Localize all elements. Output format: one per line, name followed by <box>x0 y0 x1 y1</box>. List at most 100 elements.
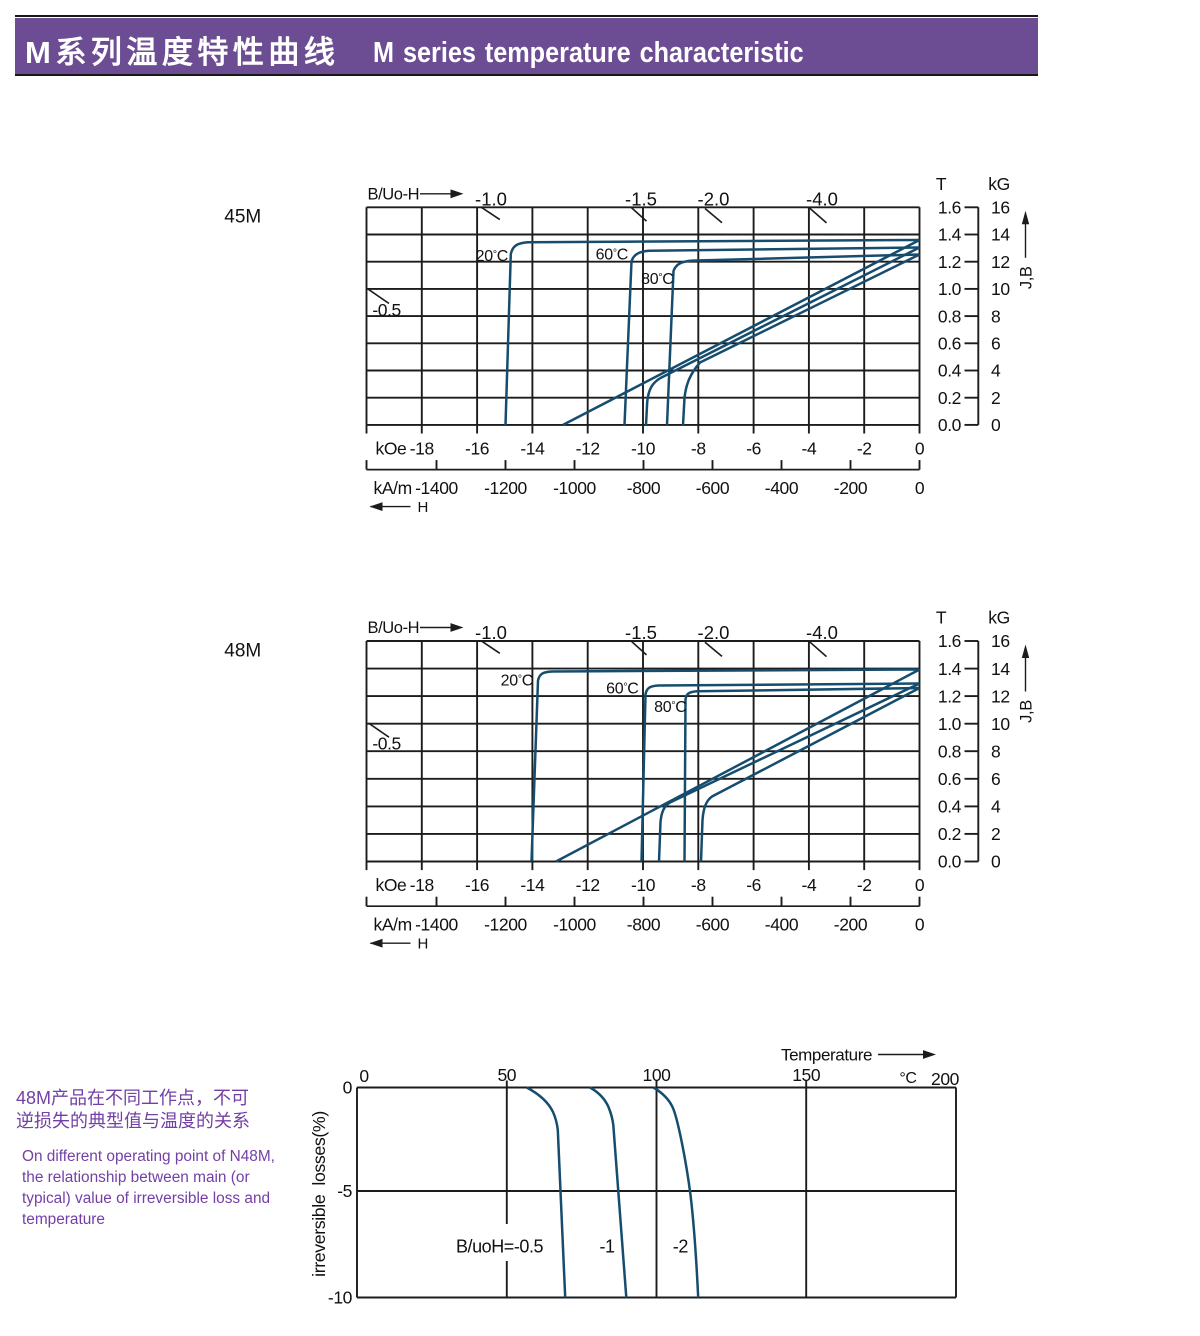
svg-text:-2: -2 <box>857 439 872 459</box>
svg-text:-1000: -1000 <box>553 914 596 934</box>
svg-text:0.4: 0.4 <box>938 361 962 381</box>
svg-text:-12: -12 <box>576 439 600 459</box>
svg-text:-1200: -1200 <box>484 914 527 934</box>
svg-text:0: 0 <box>915 478 925 498</box>
svg-text:6: 6 <box>991 769 1000 789</box>
svg-text:0.6: 0.6 <box>938 769 961 789</box>
svg-text:0.6: 0.6 <box>938 334 961 354</box>
svg-text:16: 16 <box>991 198 1010 218</box>
svg-text:°C: °C <box>899 1070 916 1087</box>
svg-text:50: 50 <box>497 1065 516 1085</box>
svg-text:B/uoH=-0.5: B/uoH=-0.5 <box>456 1237 543 1257</box>
svg-text:kG: kG <box>988 608 1010 628</box>
svg-text:-4: -4 <box>802 875 817 895</box>
svg-text:Temperature: Temperature <box>781 1046 872 1065</box>
svg-text:-2.0: -2.0 <box>698 188 730 209</box>
svg-text:20°C: 20°C <box>476 248 508 265</box>
svg-text:J,B: J,B <box>1018 266 1036 289</box>
svg-text:0: 0 <box>359 1066 369 1086</box>
svg-text:60°C: 60°C <box>596 246 628 263</box>
svg-text:B/Uo-H: B/Uo-H <box>368 185 420 203</box>
svg-text:0.0: 0.0 <box>938 415 962 435</box>
svg-text:-1.5: -1.5 <box>625 188 657 209</box>
svg-text:-600: -600 <box>696 478 730 498</box>
svg-text:-10: -10 <box>631 439 656 459</box>
svg-text:2: 2 <box>991 388 1000 408</box>
svg-text:-0.5: -0.5 <box>372 734 401 754</box>
svg-text:0.2: 0.2 <box>938 388 961 408</box>
svg-text:20°C: 20°C <box>501 672 533 689</box>
svg-text:1.0: 1.0 <box>938 279 962 299</box>
svg-text:0: 0 <box>991 852 1001 872</box>
svg-text:0.8: 0.8 <box>938 742 961 762</box>
svg-text:1.6: 1.6 <box>938 198 961 218</box>
svg-text:-0.5: -0.5 <box>372 300 401 320</box>
svg-text:-1: -1 <box>600 1237 616 1257</box>
svg-text:-8: -8 <box>691 439 706 459</box>
svg-text:-10: -10 <box>631 875 656 895</box>
svg-text:12: 12 <box>991 686 1010 706</box>
svg-text:12: 12 <box>991 252 1010 272</box>
svg-text:-1400: -1400 <box>415 478 458 498</box>
svg-text:1.4: 1.4 <box>938 659 962 679</box>
svg-text:14: 14 <box>991 659 1010 679</box>
svg-text:80°C: 80°C <box>654 699 686 716</box>
svg-text:-6: -6 <box>746 439 761 459</box>
svg-text:-1.5: -1.5 <box>625 622 657 643</box>
svg-text:1.2: 1.2 <box>938 252 961 272</box>
svg-text:irreversible losses(%): irreversible losses(%) <box>309 1111 329 1277</box>
svg-text:B/Uo-H: B/Uo-H <box>368 619 420 637</box>
svg-text:kA/m: kA/m <box>374 914 412 934</box>
svg-text:-1400: -1400 <box>415 914 458 934</box>
svg-text:-1.0: -1.0 <box>475 188 507 209</box>
svg-text:0.2: 0.2 <box>938 824 961 844</box>
svg-text:8: 8 <box>991 742 1000 762</box>
svg-text:-12: -12 <box>576 875 600 895</box>
svg-text:kOe: kOe <box>376 875 407 895</box>
svg-text:T: T <box>936 608 947 628</box>
svg-text:-400: -400 <box>765 914 799 934</box>
svg-text:-1200: -1200 <box>484 478 527 498</box>
svg-text:-4: -4 <box>802 439 817 459</box>
svg-text:-16: -16 <box>465 439 489 459</box>
svg-text:4: 4 <box>991 361 1001 381</box>
svg-text:-1000: -1000 <box>553 478 596 498</box>
svg-text:J,B: J,B <box>1018 700 1036 723</box>
svg-text:-10: -10 <box>328 1287 353 1307</box>
svg-text:H: H <box>418 499 428 516</box>
svg-text:0: 0 <box>915 875 925 895</box>
svg-text:-8: -8 <box>691 875 706 895</box>
svg-text:-14: -14 <box>520 439 545 459</box>
svg-text:-6: -6 <box>746 875 761 895</box>
svg-text:kA/m: kA/m <box>374 478 412 498</box>
svg-text:-18: -18 <box>410 439 434 459</box>
svg-text:-2.0: -2.0 <box>698 622 730 643</box>
svg-text:-1.0: -1.0 <box>475 622 507 643</box>
svg-text:-18: -18 <box>410 875 434 895</box>
svg-text:48M: 48M <box>224 641 261 662</box>
svg-text:100: 100 <box>643 1065 672 1085</box>
svg-text:60°C: 60°C <box>606 680 638 697</box>
svg-text:-400: -400 <box>765 478 799 498</box>
svg-text:45M: 45M <box>224 207 261 228</box>
svg-text:10: 10 <box>991 714 1010 734</box>
svg-text:-2: -2 <box>857 875 872 895</box>
svg-text:-200: -200 <box>834 914 868 934</box>
svg-text:0.0: 0.0 <box>938 852 962 872</box>
svg-text:4: 4 <box>991 797 1001 817</box>
svg-text:150: 150 <box>792 1065 821 1085</box>
svg-text:-5: -5 <box>337 1181 352 1201</box>
svg-text:1.4: 1.4 <box>938 225 962 245</box>
svg-text:200: 200 <box>931 1069 960 1089</box>
svg-text:80°C: 80°C <box>641 271 673 288</box>
svg-text:-200: -200 <box>834 478 868 498</box>
svg-text:-2: -2 <box>673 1237 689 1257</box>
svg-text:1.6: 1.6 <box>938 631 961 651</box>
svg-text:kG: kG <box>988 174 1010 194</box>
svg-text:16: 16 <box>991 631 1010 651</box>
svg-text:8: 8 <box>991 306 1000 326</box>
svg-text:-600: -600 <box>696 914 730 934</box>
svg-text:kOe: kOe <box>376 439 407 459</box>
svg-text:0: 0 <box>915 439 925 459</box>
svg-text:H: H <box>418 936 428 953</box>
